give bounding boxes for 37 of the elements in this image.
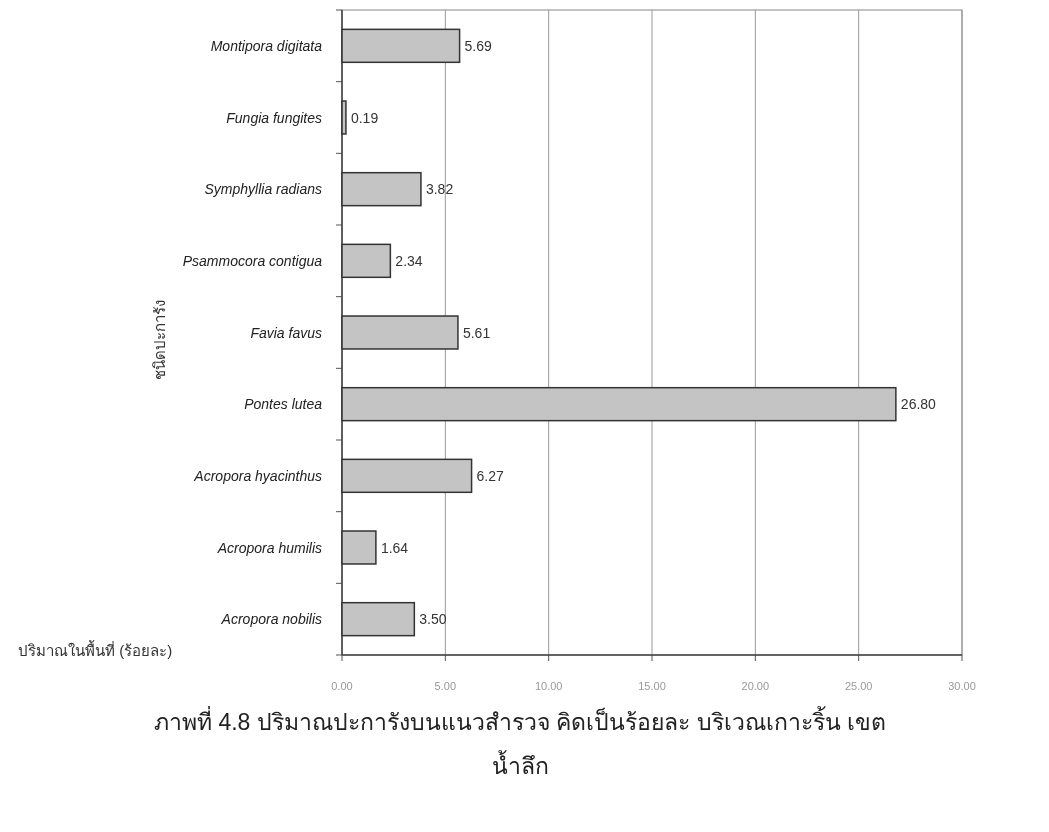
x-tick-label: 10.00 bbox=[534, 680, 563, 692]
data-label: 3.82 bbox=[425, 181, 454, 198]
x-tick-label: 0.00 bbox=[331, 680, 353, 692]
y-tick-label: Acropora nobilis bbox=[220, 611, 322, 628]
data-label: 5.69 bbox=[464, 37, 493, 54]
bar bbox=[341, 28, 461, 64]
x-tick-label: 5.00 bbox=[434, 680, 457, 692]
data-label: 26.80 bbox=[900, 396, 937, 413]
data-label: 6.27 bbox=[476, 467, 505, 484]
bar bbox=[341, 386, 897, 422]
x-tick-label: 20.00 bbox=[741, 680, 770, 692]
bar bbox=[341, 601, 416, 637]
x-axis-title: ปริมาณในพื้นที่ (ร้อยละ) bbox=[18, 640, 173, 659]
y-tick-label: Acropora hyacinthus bbox=[193, 467, 322, 484]
data-label: 1.64 bbox=[380, 539, 409, 556]
y-tick-label: Favia favus bbox=[250, 324, 322, 341]
x-tick-label: 25.00 bbox=[844, 680, 873, 692]
y-tick-label: Acropora humilis bbox=[216, 539, 322, 556]
bar bbox=[341, 243, 392, 279]
data-label: 3.50 bbox=[419, 611, 447, 628]
bar bbox=[341, 315, 459, 350]
y-tick-label: Symphyllia radians bbox=[204, 181, 322, 198]
y-tick-label: Psammocora contigua bbox=[182, 252, 323, 269]
text: ภาพที่ 4.8 ปริมาณปะการังบนแนวสำรวจ คิดเป็นร้อยละ บริเวณเกาะริ้น เขตน้ำลึก bbox=[153, 705, 887, 781]
y-axis-title: ชนิดปะการัง bbox=[151, 300, 168, 380]
bar bbox=[341, 458, 473, 494]
y-tick-label: Pontes lutea bbox=[244, 396, 323, 413]
bar bbox=[341, 100, 347, 135]
x-tick-label: 30.00 bbox=[948, 680, 976, 692]
y-tick-label: Fungia fungites bbox=[226, 109, 322, 126]
data-label: 0.19 bbox=[350, 109, 379, 126]
bar bbox=[341, 530, 377, 565]
x-tick-label: 15.00 bbox=[638, 680, 666, 692]
data-label: 5.61 bbox=[462, 324, 491, 341]
y-tick-label: Montipora digitata bbox=[210, 37, 323, 54]
bar bbox=[341, 171, 422, 207]
data-label: 2.34 bbox=[395, 252, 423, 269]
